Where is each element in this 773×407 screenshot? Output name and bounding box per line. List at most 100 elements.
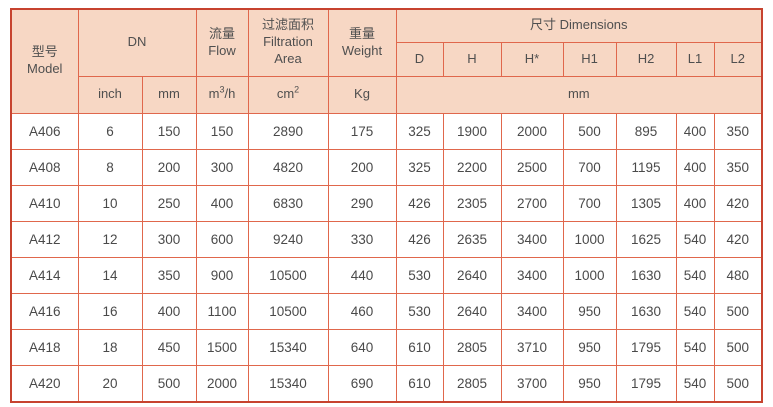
header-cell-filtration-area: 过滤面积 Filtration Area — [247, 8, 329, 77]
cell-dn-mm: 450 — [141, 328, 197, 366]
cell-h: 2305 — [442, 184, 502, 222]
cell-dn-inch: 12 — [77, 220, 143, 258]
cell-flow: 600 — [195, 220, 249, 258]
cell-h2: 1195 — [615, 148, 677, 186]
header-cell-l1: L1 — [675, 41, 715, 77]
cell-flow: 1500 — [195, 328, 249, 366]
cell-l1: 540 — [675, 328, 715, 366]
cell-model: A412 — [10, 220, 79, 258]
cell-dn-inch: 20 — [77, 364, 143, 402]
header-row-1: 型号 Model DN 流量 Flow 过滤面积 Filtration Area… — [10, 8, 763, 114]
cell-h1: 1000 — [562, 220, 617, 258]
cell-filtration-area: 6830 — [247, 184, 329, 222]
cell-h1: 500 — [562, 112, 617, 150]
cell-h-star: 3400 — [500, 292, 564, 330]
table-header: 型号 Model DN 流量 Flow 过滤面积 Filtration Area… — [10, 8, 763, 114]
table-row-a416: A416 16 400 1100 10500 460 530 2640 3400… — [10, 292, 763, 330]
table-row-a418: A418 18 450 1500 15340 640 610 2805 3710… — [10, 328, 763, 366]
unit-cell-flow: m3/h — [195, 75, 249, 114]
unit-cell-area: cm2 — [247, 75, 329, 114]
cell-l2: 480 — [713, 256, 763, 294]
header-cell-weight: 重量 Weight — [327, 8, 397, 77]
cell-filtration-area: 2890 — [247, 112, 329, 150]
header-cell-model: 型号 Model — [10, 8, 79, 114]
header-cell-d: D — [395, 41, 444, 77]
cell-h: 2805 — [442, 364, 502, 402]
cell-weight: 690 — [327, 364, 397, 402]
cell-l1: 400 — [675, 148, 715, 186]
spec-table: 型号 Model DN 流量 Flow 过滤面积 Filtration Area… — [10, 8, 764, 403]
cell-dn-mm: 400 — [141, 292, 197, 330]
cell-dn-mm: 200 — [141, 148, 197, 186]
cell-h1: 700 — [562, 184, 617, 222]
cell-filtration-area: 10500 — [247, 256, 329, 294]
cell-l1: 540 — [675, 220, 715, 258]
header-cell-l2: L2 — [713, 41, 763, 77]
cell-h2: 1630 — [615, 292, 677, 330]
cell-l2: 350 — [713, 148, 763, 186]
header-cell-h2: H2 — [615, 41, 677, 77]
cell-l1: 400 — [675, 184, 715, 222]
cell-flow: 900 — [195, 256, 249, 294]
cell-d: 325 — [395, 112, 444, 150]
cell-d: 610 — [395, 328, 444, 366]
cell-model: A416 — [10, 292, 79, 330]
cell-h2: 1795 — [615, 364, 677, 402]
cell-d: 426 — [395, 184, 444, 222]
cell-d: 426 — [395, 220, 444, 258]
header-cell-flow: 流量 Flow — [195, 8, 249, 77]
cell-dn-mm: 500 — [141, 364, 197, 402]
cell-d: 530 — [395, 292, 444, 330]
cell-h: 2640 — [442, 292, 502, 330]
cell-h2: 1630 — [615, 256, 677, 294]
cell-model: A408 — [10, 148, 79, 186]
cell-flow: 1100 — [195, 292, 249, 330]
cell-l2: 500 — [713, 292, 763, 330]
unit-cell-mm: mm — [141, 75, 197, 114]
cell-model: A406 — [10, 112, 79, 150]
cell-model: A418 — [10, 328, 79, 366]
cell-h: 2200 — [442, 148, 502, 186]
cell-model: A420 — [10, 364, 79, 402]
header-cell-h-star: H* — [500, 41, 564, 77]
unit-cell-weight: Kg — [327, 75, 397, 114]
table-row-a408: A408 8 200 300 4820 200 325 2200 2500 70… — [10, 148, 763, 186]
cell-l1: 400 — [675, 112, 715, 150]
cell-dn-inch: 6 — [77, 112, 143, 150]
cell-h-star: 3710 — [500, 328, 564, 366]
cell-l2: 420 — [713, 184, 763, 222]
unit-cell-dims-mm: mm — [395, 75, 763, 114]
cell-l2: 500 — [713, 364, 763, 402]
cell-model: A410 — [10, 184, 79, 222]
cell-dn-mm: 350 — [141, 256, 197, 294]
cell-weight: 460 — [327, 292, 397, 330]
cell-dn-mm: 250 — [141, 184, 197, 222]
cell-weight: 200 — [327, 148, 397, 186]
cell-filtration-area: 10500 — [247, 292, 329, 330]
cell-h1: 950 — [562, 292, 617, 330]
cell-h2: 1305 — [615, 184, 677, 222]
cell-flow: 300 — [195, 148, 249, 186]
cell-l2: 500 — [713, 328, 763, 366]
header-cell-h1: H1 — [562, 41, 617, 77]
cell-weight: 330 — [327, 220, 397, 258]
table-row-a420: A420 20 500 2000 15340 690 610 2805 3700… — [10, 364, 763, 402]
cell-dn-inch: 10 — [77, 184, 143, 222]
cell-h: 2635 — [442, 220, 502, 258]
cell-dn-mm: 150 — [141, 112, 197, 150]
cell-dn-inch: 16 — [77, 292, 143, 330]
cell-h-star: 3400 — [500, 256, 564, 294]
cell-dn-mm: 300 — [141, 220, 197, 258]
cell-filtration-area: 15340 — [247, 328, 329, 366]
cell-model: A414 — [10, 256, 79, 294]
area-unit-base: cm — [276, 86, 295, 102]
cell-dn-inch: 14 — [77, 256, 143, 294]
header-row-units: inch mm m3/h cm2 Kg mm — [11, 75, 763, 114]
cell-flow: 2000 — [195, 364, 249, 402]
flow-unit-rest: /h — [224, 86, 236, 102]
cell-weight: 440 — [327, 256, 397, 294]
cell-filtration-area: 4820 — [247, 148, 329, 186]
cell-flow: 150 — [195, 112, 249, 150]
cell-d: 610 — [395, 364, 444, 402]
